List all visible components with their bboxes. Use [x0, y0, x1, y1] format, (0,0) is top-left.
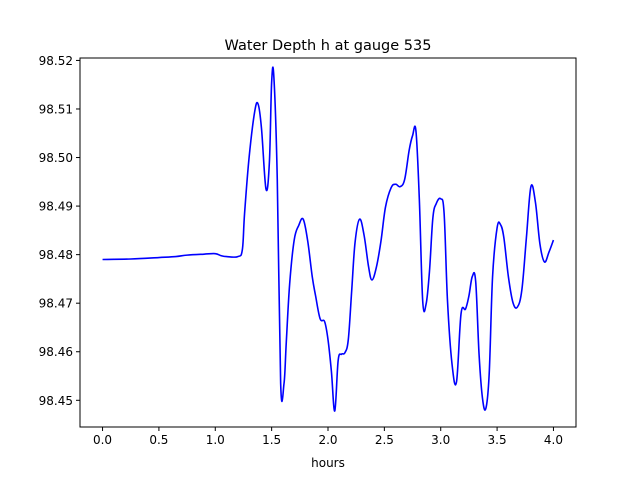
chart-title: Water Depth h at gauge 535: [225, 38, 432, 54]
y-tick-label: 98.46: [39, 345, 73, 359]
x-tick-label: 0.5: [149, 433, 168, 447]
y-tick-label: 98.52: [39, 54, 73, 68]
series-line-0: [102, 66, 555, 412]
y-tick-label: 98.50: [39, 151, 73, 165]
x-axis-ticks: 0.0 0.5 1.0 1.5 2.0 2.5 3.0 3.5 4.0: [93, 427, 563, 447]
x-axis-label: hours: [311, 456, 345, 470]
x-tick-label: 2.0: [318, 433, 337, 447]
x-tick-label: 3.5: [488, 433, 507, 447]
y-axis-ticks: 98.45 98.46 98.47 98.48 98.49 98.50 98.51 98.52: [39, 54, 80, 408]
y-tick-label: 98.49: [39, 200, 73, 214]
x-tick-label: 2.5: [375, 433, 394, 447]
y-tick-label: 98.47: [39, 297, 73, 311]
x-tick-label: 0.0: [93, 433, 112, 447]
x-tick-label: 4.0: [544, 433, 563, 447]
y-tick-label: 98.48: [39, 248, 73, 262]
x-tick-label: 3.0: [431, 433, 450, 447]
x-tick-label: 1.0: [206, 433, 225, 447]
plot-lines: [102, 66, 555, 412]
x-tick-label: 1.5: [262, 433, 281, 447]
plot-frame: [79, 57, 577, 428]
y-tick-label: 98.45: [39, 394, 73, 408]
y-tick-label: 98.51: [39, 102, 73, 116]
